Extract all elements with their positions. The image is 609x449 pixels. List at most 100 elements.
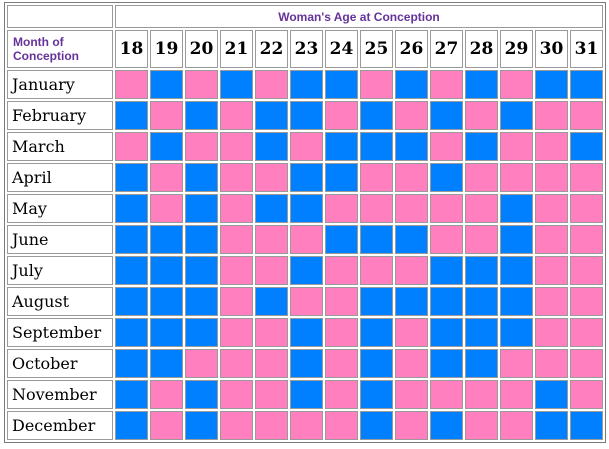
boy-cell: [185, 194, 218, 223]
boy-cell: [500, 287, 533, 316]
girl-cell: [220, 318, 253, 347]
gender-prediction-chart: Woman's Age at Conception Month of Concep…: [4, 2, 606, 443]
girl-cell: [395, 194, 428, 223]
girl-cell: [430, 380, 463, 409]
girl-cell: [535, 318, 568, 347]
boy-cell: [500, 194, 533, 223]
girl-cell: [150, 411, 183, 440]
girl-cell: [255, 349, 288, 378]
age-header-30: 30: [535, 30, 568, 68]
boy-cell: [360, 349, 393, 378]
boy-cell: [500, 101, 533, 130]
boy-cell: [115, 287, 148, 316]
month-label: January: [7, 70, 113, 99]
girl-cell: [220, 225, 253, 254]
boy-cell: [290, 163, 323, 192]
month-row-january: January: [7, 70, 603, 99]
girl-cell: [570, 101, 603, 130]
boy-cell: [290, 380, 323, 409]
girl-cell: [150, 163, 183, 192]
boy-cell: [115, 411, 148, 440]
girl-cell: [570, 256, 603, 285]
boy-cell: [220, 70, 253, 99]
girl-cell: [255, 380, 288, 409]
boy-cell: [430, 287, 463, 316]
girl-cell: [395, 349, 428, 378]
boy-cell: [430, 411, 463, 440]
boy-cell: [115, 101, 148, 130]
girl-cell: [220, 349, 253, 378]
girl-cell: [395, 256, 428, 285]
age-header-24: 24: [325, 30, 358, 68]
boy-cell: [255, 132, 288, 161]
girl-cell: [570, 225, 603, 254]
girl-cell: [325, 256, 358, 285]
month-header-line-2: Conception: [13, 49, 79, 63]
girl-cell: [115, 70, 148, 99]
girl-cell: [360, 70, 393, 99]
boy-cell: [115, 256, 148, 285]
girl-cell: [255, 256, 288, 285]
girl-cell: [395, 380, 428, 409]
girl-cell: [570, 318, 603, 347]
month-row-december: December: [7, 411, 603, 440]
girl-cell: [220, 256, 253, 285]
girl-cell: [325, 318, 358, 347]
boy-cell: [185, 256, 218, 285]
boy-cell: [360, 225, 393, 254]
month-label: November: [7, 380, 113, 409]
girl-cell: [325, 411, 358, 440]
girl-cell: [570, 349, 603, 378]
girl-cell: [360, 194, 393, 223]
boy-cell: [465, 318, 498, 347]
boy-cell: [465, 132, 498, 161]
boy-cell: [360, 318, 393, 347]
age-header-21: 21: [220, 30, 253, 68]
boy-cell: [360, 287, 393, 316]
month-row-september: September: [7, 318, 603, 347]
month-column-header: Month of Conception: [7, 30, 113, 68]
girl-cell: [570, 163, 603, 192]
girl-cell: [570, 380, 603, 409]
month-row-february: February: [7, 101, 603, 130]
girl-cell: [325, 287, 358, 316]
girl-cell: [465, 225, 498, 254]
girl-cell: [220, 380, 253, 409]
month-label: June: [7, 225, 113, 254]
girl-cell: [395, 411, 428, 440]
boy-cell: [290, 70, 323, 99]
boy-cell: [185, 318, 218, 347]
boy-cell: [500, 256, 533, 285]
boy-cell: [150, 132, 183, 161]
boy-cell: [395, 132, 428, 161]
girl-cell: [290, 132, 323, 161]
month-row-may: May: [7, 194, 603, 223]
girl-cell: [290, 411, 323, 440]
boy-cell: [465, 287, 498, 316]
boy-cell: [430, 163, 463, 192]
age-header-27: 27: [430, 30, 463, 68]
boy-cell: [115, 318, 148, 347]
age-header-row: Month of Conception 18 19 20 21 22 23 24 25 26 27 2…: [7, 30, 603, 68]
girl-cell: [150, 380, 183, 409]
boy-cell: [150, 287, 183, 316]
boy-cell: [290, 101, 323, 130]
girl-cell: [150, 101, 183, 130]
boy-cell: [500, 318, 533, 347]
girl-cell: [395, 318, 428, 347]
girl-cell: [185, 70, 218, 99]
boy-cell: [290, 194, 323, 223]
boy-cell: [360, 132, 393, 161]
girl-cell: [150, 194, 183, 223]
boy-cell: [570, 132, 603, 161]
boy-cell: [430, 349, 463, 378]
girl-cell: [220, 132, 253, 161]
girl-cell: [395, 101, 428, 130]
boy-cell: [185, 411, 218, 440]
girl-cell: [500, 380, 533, 409]
boy-cell: [360, 411, 393, 440]
boy-cell: [185, 380, 218, 409]
boy-cell: [290, 318, 323, 347]
month-row-march: March: [7, 132, 603, 161]
age-header-26: 26: [395, 30, 428, 68]
